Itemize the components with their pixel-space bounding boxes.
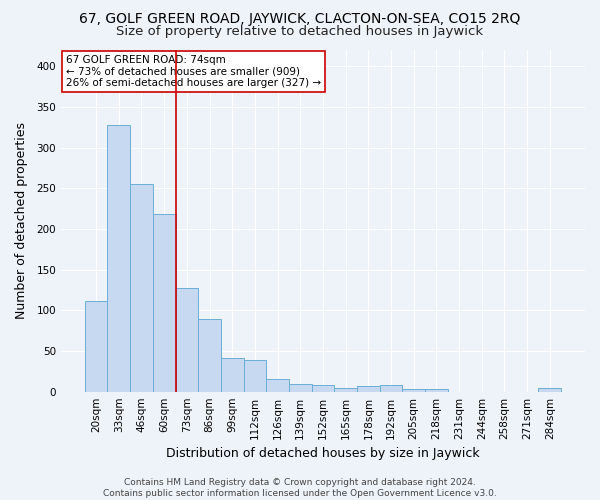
Bar	[538, 388, 561, 392]
Bar	[266, 380, 289, 392]
Text: 67 GOLF GREEN ROAD: 74sqm
← 73% of detached houses are smaller (909)
26% of semi: 67 GOLF GREEN ROAD: 74sqm ← 73% of detac…	[66, 55, 322, 88]
Bar	[425, 389, 448, 392]
Bar	[85, 302, 107, 392]
Bar	[198, 320, 221, 392]
Bar	[289, 384, 311, 392]
Bar	[244, 360, 266, 392]
Text: Contains HM Land Registry data © Crown copyright and database right 2024.
Contai: Contains HM Land Registry data © Crown c…	[103, 478, 497, 498]
Bar	[153, 214, 176, 392]
Y-axis label: Number of detached properties: Number of detached properties	[15, 122, 28, 320]
Bar	[176, 288, 198, 392]
Bar	[380, 385, 403, 392]
Text: Size of property relative to detached houses in Jaywick: Size of property relative to detached ho…	[116, 25, 484, 38]
Bar	[334, 388, 357, 392]
Bar	[107, 125, 130, 392]
Text: 67, GOLF GREEN ROAD, JAYWICK, CLACTON-ON-SEA, CO15 2RQ: 67, GOLF GREEN ROAD, JAYWICK, CLACTON-ON…	[79, 12, 521, 26]
Bar	[130, 184, 153, 392]
Bar	[403, 389, 425, 392]
Bar	[311, 385, 334, 392]
Bar	[357, 386, 380, 392]
Bar	[221, 358, 244, 392]
X-axis label: Distribution of detached houses by size in Jaywick: Distribution of detached houses by size …	[166, 447, 480, 460]
